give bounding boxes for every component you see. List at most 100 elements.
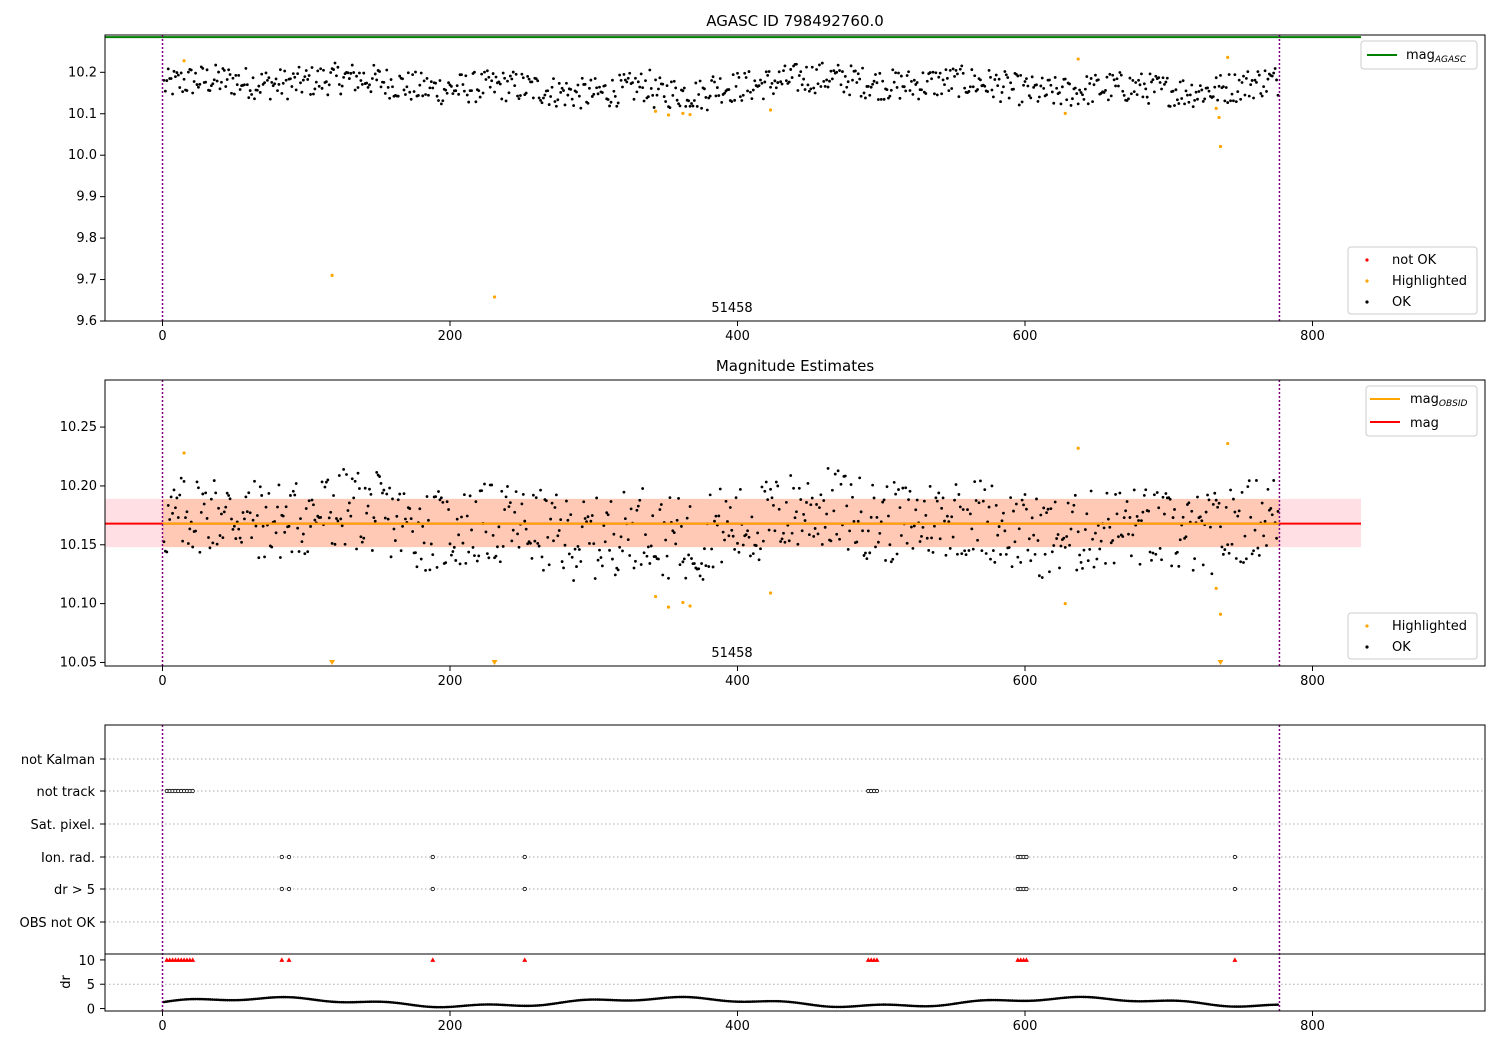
panel2-annotation: 51458 (711, 646, 752, 661)
ok-point (441, 500, 445, 504)
ok-point (899, 74, 903, 78)
ok-point (731, 534, 735, 538)
ok-point (503, 508, 507, 511)
ok-point (1014, 502, 1018, 506)
ok-point (567, 552, 571, 556)
dr-point (459, 1004, 463, 1008)
ok-point (1122, 516, 1126, 520)
dr-point (229, 998, 233, 1002)
ok-point (809, 87, 813, 91)
ok-point (388, 96, 392, 100)
dr-point (642, 998, 646, 1002)
ok-point (531, 493, 535, 497)
ok-point (465, 93, 469, 97)
ok-point (963, 86, 967, 90)
highlighted-point-3 (681, 600, 685, 605)
ok-point (818, 506, 821, 510)
ok-point (500, 97, 504, 101)
ok-point (1111, 539, 1115, 542)
ok-point (773, 529, 777, 533)
ok-point (697, 567, 701, 571)
ok-point (593, 77, 597, 80)
ok-point (169, 77, 173, 80)
dr-point (1240, 1005, 1244, 1008)
ok-point (1221, 552, 1225, 556)
ok-point (370, 549, 374, 552)
ok-point (646, 95, 650, 99)
ok-point (711, 75, 715, 79)
dr-point (611, 998, 614, 1002)
ok-point (810, 65, 814, 69)
dr-point (874, 1003, 878, 1007)
ok-point (1138, 83, 1142, 87)
ok-point (235, 520, 239, 524)
ok-point (1217, 501, 1221, 505)
ok-point (692, 99, 696, 102)
dr-point (878, 1003, 881, 1006)
ok-point (957, 493, 961, 496)
ok-point (543, 93, 547, 97)
ok-point (1096, 78, 1100, 82)
panel1-annotation: 51458 (711, 301, 752, 316)
highlighted-point-2 (666, 605, 671, 609)
ok-point (1266, 77, 1270, 81)
ok-point (677, 102, 680, 106)
ok-point (907, 498, 910, 502)
x-tick-label-2: 400 (725, 674, 750, 689)
ok-point (803, 519, 807, 522)
dr-point (635, 998, 639, 1002)
ok-point (416, 94, 420, 97)
dr-point (1085, 995, 1089, 999)
ok-point (845, 504, 849, 508)
ok-point (408, 90, 412, 94)
ok-point (260, 494, 264, 497)
ok-point (1042, 87, 1046, 90)
ok-point (365, 81, 369, 85)
ok-point (1263, 69, 1267, 73)
ok-point (851, 78, 854, 82)
dr-point (1239, 1005, 1242, 1008)
ok-point (931, 70, 935, 74)
ok-point (897, 488, 900, 491)
ok-point (790, 531, 794, 535)
ok-point (1255, 479, 1258, 482)
ok-point (1075, 568, 1079, 572)
ok-point (954, 483, 958, 486)
ok-point (736, 71, 739, 75)
dr-point (252, 997, 255, 1001)
ok-point (898, 506, 902, 510)
ok-point (933, 524, 936, 528)
ok-point (925, 79, 929, 83)
ok-point (421, 525, 425, 528)
ok-point (790, 76, 794, 79)
ok-point (520, 72, 524, 76)
ok-point (697, 93, 701, 96)
ok-point (763, 489, 767, 493)
ok-point (772, 92, 775, 96)
ok-point (858, 476, 862, 480)
ok-point (389, 555, 393, 559)
ok-point (291, 489, 295, 493)
ok-point (795, 510, 798, 514)
ok-point (560, 560, 564, 563)
dr-point (1160, 999, 1164, 1002)
ok-point (674, 86, 678, 90)
ok-point (967, 549, 971, 552)
highlighted-point-9 (1218, 612, 1223, 616)
ok-point (498, 82, 502, 86)
ok-point (494, 75, 498, 79)
ok-point (1154, 74, 1158, 78)
ok-point (1236, 514, 1240, 518)
dr-point (912, 1004, 915, 1008)
ok-point (268, 97, 272, 101)
ok-point (185, 510, 189, 514)
ok-point (422, 541, 426, 545)
ok-point (362, 536, 366, 540)
ok-point (940, 92, 944, 96)
dr-point (594, 998, 597, 1001)
ok-point (250, 93, 254, 96)
ok-point (675, 98, 679, 102)
dr-point (1233, 1005, 1237, 1008)
dr-point (1044, 998, 1048, 1001)
ok-point (383, 92, 387, 95)
